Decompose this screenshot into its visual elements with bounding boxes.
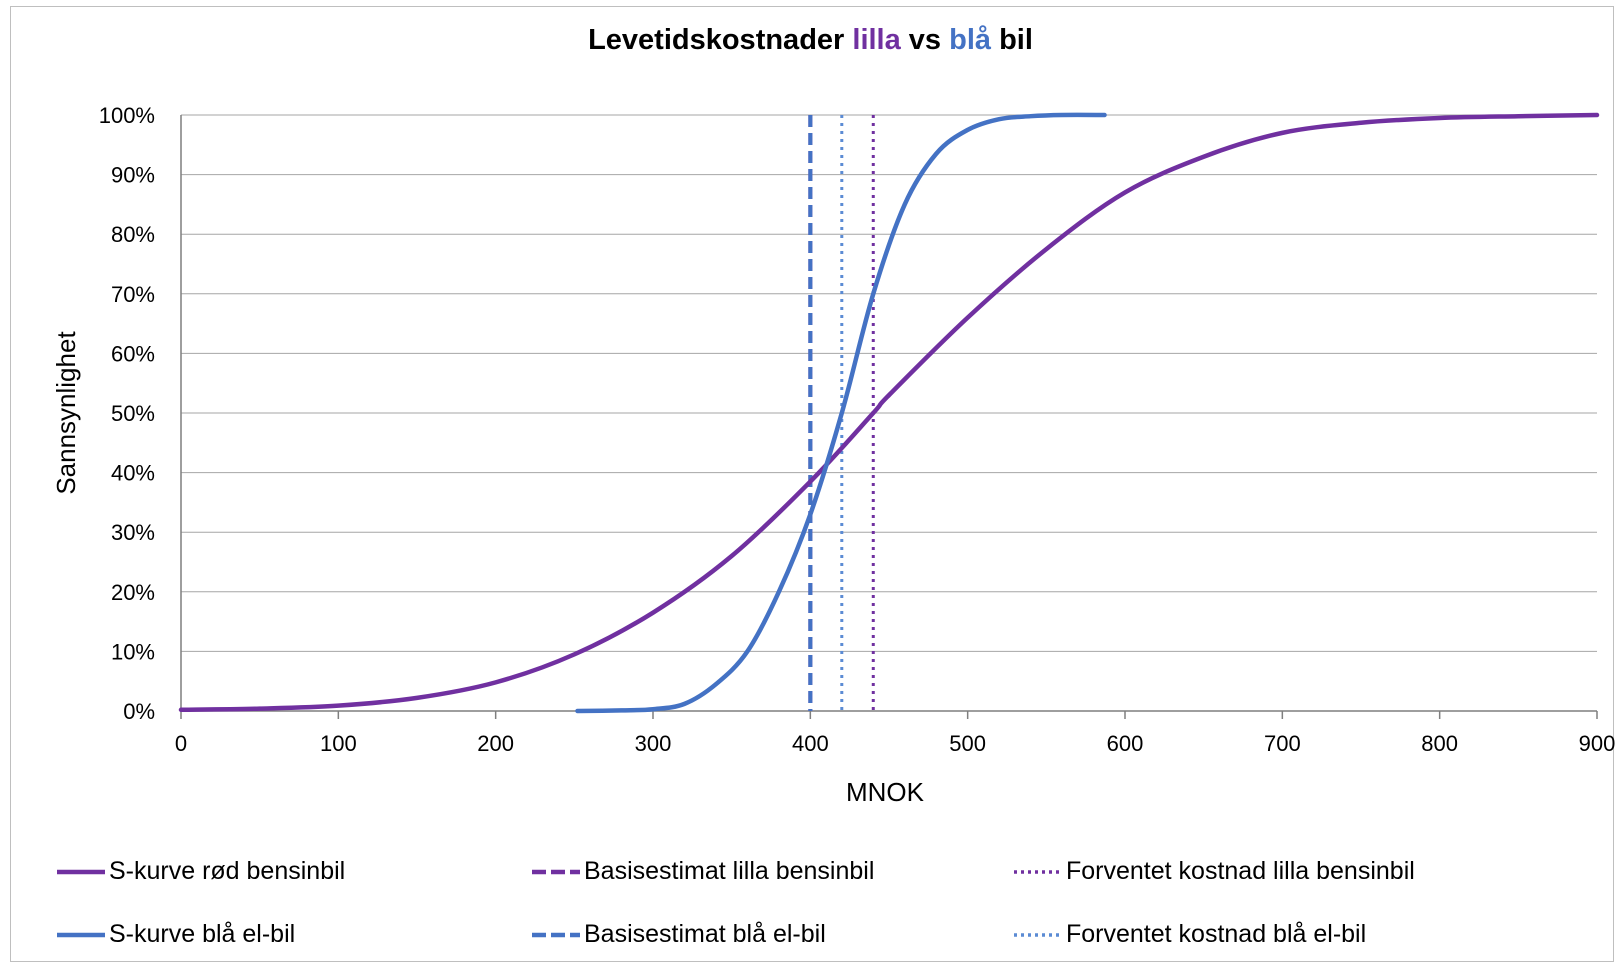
y-tick-label: 40%	[111, 461, 155, 486]
x-tick-label: 700	[1264, 731, 1301, 756]
legend-item: S-kurve rød bensinbil	[55, 857, 345, 886]
y-tick-label: 80%	[111, 222, 155, 247]
series-line-0	[178, 112, 1600, 713]
title-part: Levetidskostnader	[588, 24, 853, 56]
x-tick-label: 400	[792, 731, 829, 756]
legend-swatch	[532, 869, 580, 874]
y-tick-label: 0%	[123, 699, 155, 724]
legend-item: Forventet kostnad lilla bensinbil	[1012, 857, 1415, 886]
x-tick-label: 0	[175, 731, 187, 756]
legend-label: S-kurve rød bensinbil	[109, 857, 346, 885]
legend-item: Forventet kostnad blå el-bil	[1012, 920, 1366, 949]
y-axis-title: Sannsynlighet	[51, 331, 81, 495]
legend-label: S-kurve blå el-bil	[109, 920, 296, 948]
x-tick-label: 800	[1421, 731, 1458, 756]
series-line-1	[575, 112, 1107, 714]
title-part: lilla	[852, 24, 901, 56]
y-tick-label: 10%	[111, 639, 155, 664]
y-tick-label: 20%	[111, 580, 155, 605]
x-tick-label: 100	[320, 731, 357, 756]
x-tick-label: 200	[477, 731, 514, 756]
legend-swatch	[1014, 869, 1062, 874]
x-tick-label: 300	[635, 731, 672, 756]
y-tick-label: 60%	[111, 341, 155, 366]
y-tick-label: 50%	[111, 401, 155, 426]
legend-label: Basisestimat lilla bensinbil	[584, 857, 875, 885]
legend-label: Forventet kostnad blå el-bil	[1066, 920, 1367, 948]
legend-swatch	[532, 932, 580, 937]
legend-item: Basisestimat blå el-bil	[530, 920, 826, 949]
y-tick-label: 90%	[111, 163, 155, 188]
x-axis-title: MNOK	[846, 777, 925, 807]
y-tick-label: 30%	[111, 520, 155, 545]
legend-label: Forventet kostnad lilla bensinbil	[1066, 857, 1415, 885]
title-part: blå	[949, 24, 992, 56]
legend-swatch	[57, 869, 105, 874]
legend-swatch	[57, 932, 105, 937]
legend-label: Basisestimat blå el-bil	[584, 920, 826, 948]
legend-swatch	[1014, 932, 1062, 937]
title-part: vs	[900, 24, 950, 56]
chart-title: Levetidskostnader lilla vs blå bil	[0, 24, 1621, 57]
x-tick-label: 500	[949, 731, 986, 756]
legend-item: Basisestimat lilla bensinbil	[530, 857, 874, 886]
title-part: bil	[991, 24, 1033, 56]
x-tick-label: 900	[1579, 731, 1616, 756]
legend-item: S-kurve blå el-bil	[55, 920, 295, 949]
y-tick-label: 100%	[99, 103, 155, 128]
y-tick-label: 70%	[111, 282, 155, 307]
x-tick-label: 600	[1107, 731, 1144, 756]
